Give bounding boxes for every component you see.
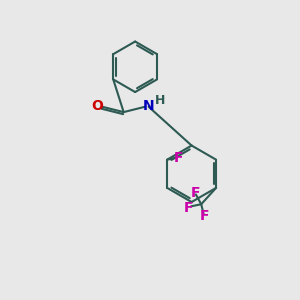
- Text: F: F: [191, 186, 201, 200]
- Text: F: F: [174, 151, 183, 165]
- Text: F: F: [184, 201, 194, 215]
- Text: O: O: [91, 99, 103, 113]
- Text: H: H: [155, 94, 166, 107]
- Text: F: F: [200, 209, 209, 223]
- Text: N: N: [143, 99, 154, 113]
